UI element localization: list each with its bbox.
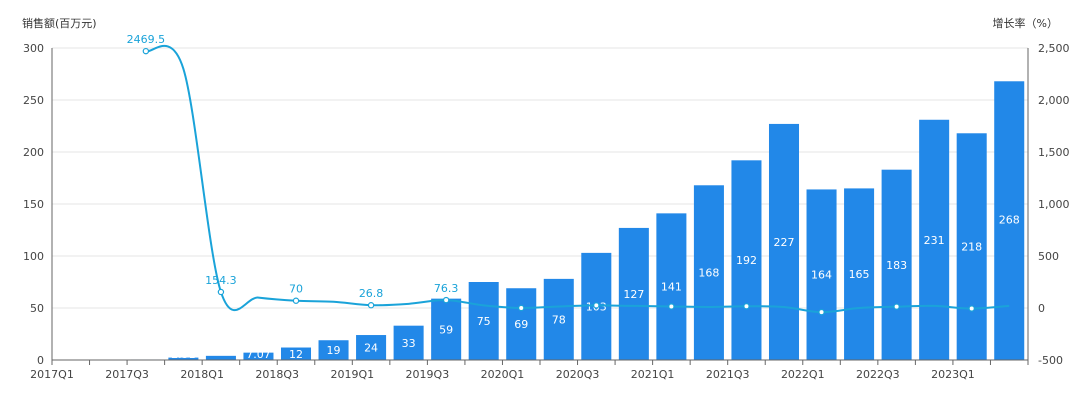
y-tick-label: 100	[23, 250, 44, 263]
bar-value-label: 218	[961, 241, 982, 254]
growth-point	[292, 297, 300, 304]
x-tick-label: 2017Q3	[105, 368, 149, 381]
growth-value-label: 26.8	[359, 287, 384, 300]
bar	[768, 123, 800, 360]
bar	[506, 288, 537, 360]
bar	[393, 325, 424, 360]
growth-value-label: 2469.5	[127, 33, 166, 46]
y2-tick-label: -500	[1038, 354, 1063, 367]
y-tick-label: 50	[30, 302, 44, 315]
growth-value-label: 70	[289, 283, 303, 296]
growth-point	[818, 308, 825, 316]
bar-value-label: 127	[623, 288, 644, 301]
x-tick-label: 2021Q1	[631, 368, 675, 381]
x-tick-label: 2020Q1	[481, 368, 525, 381]
y-tick-label: 300	[23, 42, 44, 55]
y2-tick-label: 1,500	[1038, 146, 1070, 159]
x-tick-label: 2021Q3	[706, 368, 750, 381]
bar-value-label: 2.31	[171, 348, 196, 361]
y2-tick-label: 0	[1038, 302, 1045, 315]
bar	[468, 282, 499, 360]
bar	[956, 133, 987, 360]
bar-value-label: 69	[514, 318, 528, 331]
bar-value-label: 78	[552, 313, 566, 326]
x-tick-label: 2022Q1	[781, 368, 825, 381]
growth-value-label: 76.3	[434, 282, 459, 295]
bar-value-label: 183	[886, 259, 907, 272]
bar-value-label: 164	[811, 269, 832, 282]
growth-point	[968, 305, 975, 312]
growth-point	[442, 296, 450, 304]
x-tick-label: 2017Q1	[30, 368, 74, 381]
bar	[618, 227, 649, 360]
y-tick-label: 0	[37, 354, 44, 367]
x-tick-label: 2019Q3	[406, 368, 450, 381]
bar-value-label: 33	[402, 337, 416, 350]
right-axis-title: 增长率（%）	[993, 16, 1058, 30]
bar	[280, 347, 312, 360]
y-tick-label: 250	[23, 94, 44, 107]
bar-value-label: 268	[999, 213, 1020, 226]
bar	[881, 169, 912, 360]
growth-point	[142, 47, 150, 55]
y-tick-label: 150	[23, 198, 44, 211]
bar-value-label: 227	[774, 236, 795, 249]
bar	[168, 357, 199, 360]
x-tick-label: 2018Q3	[255, 368, 299, 381]
bar	[919, 119, 950, 360]
growth-point	[893, 303, 900, 310]
bar-value-label: 59	[439, 323, 453, 336]
bar	[243, 352, 274, 360]
y-tick-label: 200	[23, 146, 44, 159]
growth-point	[593, 302, 600, 309]
bar	[844, 188, 875, 360]
bar	[656, 213, 687, 360]
bar	[318, 340, 349, 360]
bar-value-label: 141	[661, 281, 682, 294]
bar-value-label: 12	[289, 348, 303, 361]
x-tick-label: 2023Q1	[931, 368, 975, 381]
bar	[543, 278, 574, 360]
growth-line	[145, 44, 1010, 314]
bar	[806, 189, 837, 360]
bar-value-label: 168	[698, 267, 719, 280]
left-axis-title: 销售额(百万元)	[22, 16, 97, 30]
bar-value-label: 165	[849, 268, 870, 281]
y2-tick-label: 2,500	[1038, 42, 1070, 55]
growth-point	[217, 288, 225, 296]
bar-value-label: 24	[364, 342, 378, 355]
bar	[693, 185, 724, 360]
x-tick-label: 2018Q1	[180, 368, 224, 381]
y2-tick-label: 1,000	[1038, 198, 1070, 211]
bar	[731, 160, 762, 360]
y2-tick-label: 2,000	[1038, 94, 1070, 107]
growth-value-label: 154.3	[205, 274, 237, 287]
bar-value-label: 231	[924, 234, 945, 247]
bar-value-label: 7.07	[246, 348, 271, 361]
x-tick-label: 2022Q3	[856, 368, 900, 381]
growth-point	[743, 303, 750, 310]
bar	[431, 298, 462, 360]
bar-value-label: 192	[736, 254, 757, 267]
bar-value-label: 19	[327, 344, 341, 357]
growth-point	[367, 302, 375, 309]
bar	[205, 355, 236, 360]
bar	[994, 81, 1025, 360]
x-tick-label: 2020Q3	[556, 368, 600, 381]
growth-point	[518, 304, 525, 312]
x-tick-label: 2019Q1	[330, 368, 374, 381]
growth-point	[668, 303, 675, 310]
bar-value-label: 75	[477, 315, 491, 328]
bar	[356, 335, 387, 360]
y2-tick-label: 500	[1038, 250, 1059, 263]
